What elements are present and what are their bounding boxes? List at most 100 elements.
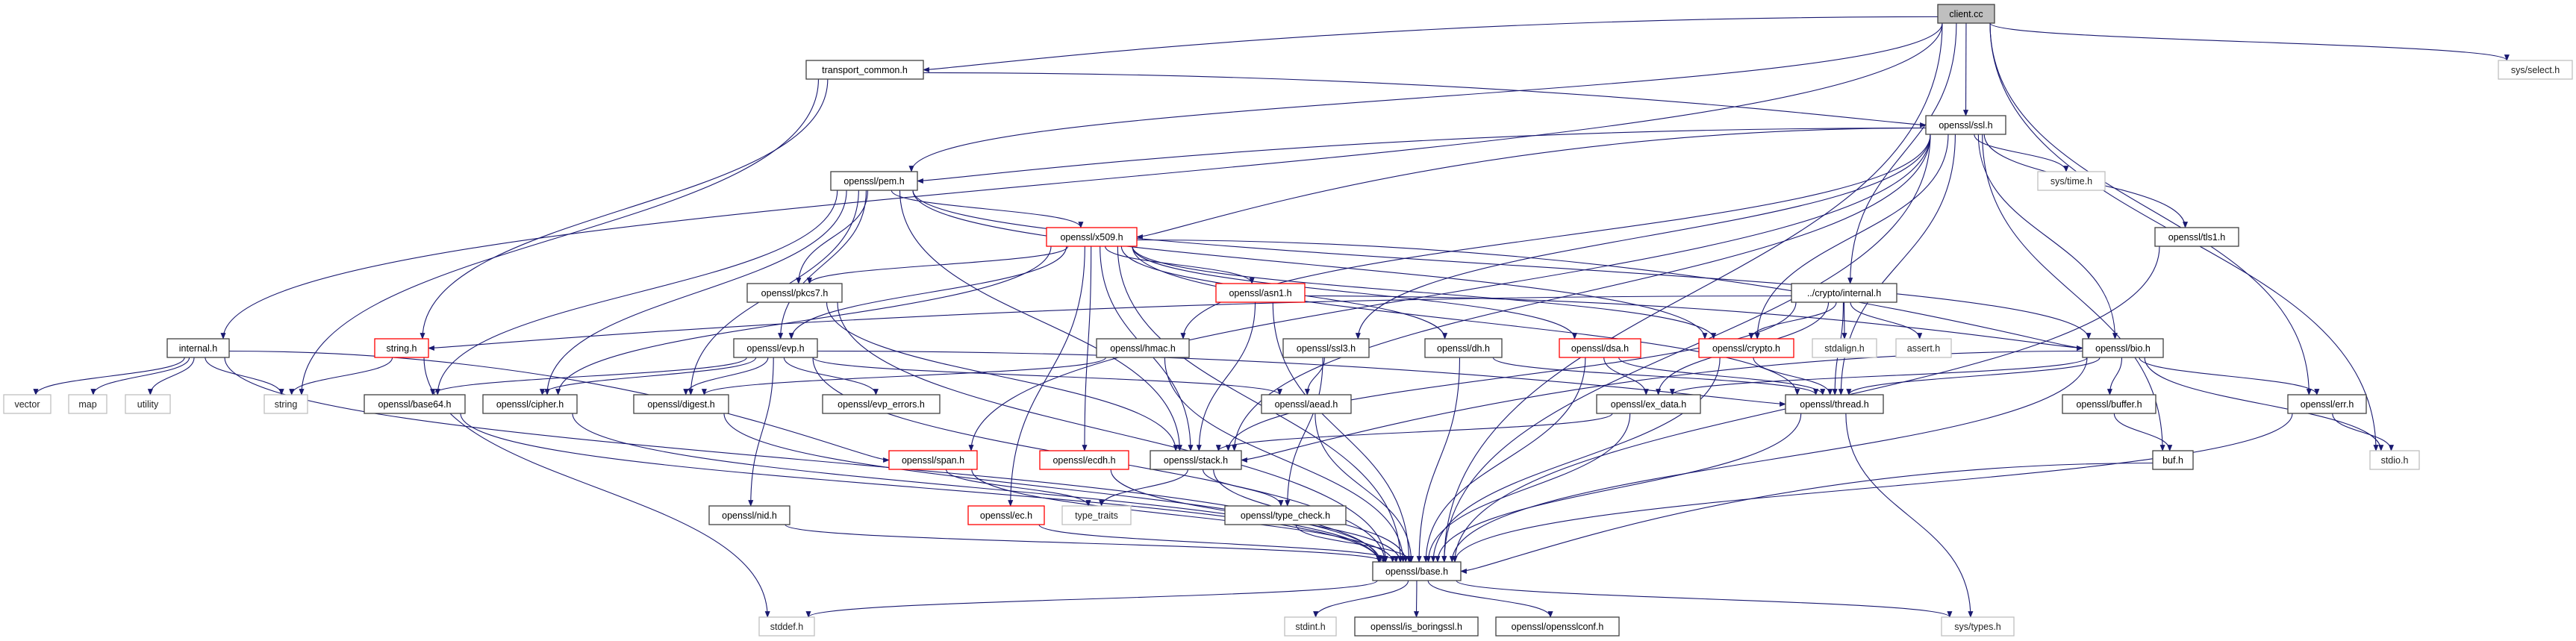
- node-dh[interactable]: openssl/dh.h: [1424, 338, 1503, 358]
- node-base64[interactable]: openssl/base64.h: [364, 394, 466, 414]
- edge-client-to-err: [1989, 22, 2312, 395]
- node-client[interactable]: client.cc: [1937, 4, 1995, 24]
- node-internal[interactable]: internal.h: [166, 338, 230, 358]
- edge-ssl-to-time: [1974, 134, 2069, 172]
- node-thread[interactable]: openssl/thread.h: [1785, 394, 1884, 414]
- edge-client-to-transport: [923, 16, 1939, 73]
- node-ec[interactable]: openssl/ec.h: [967, 505, 1045, 525]
- node-digest[interactable]: openssl/digest.h: [633, 394, 729, 414]
- node-span[interactable]: openssl/span.h: [888, 450, 978, 470]
- edge-dh-to-thread: [1492, 357, 1819, 395]
- node-isboring[interactable]: openssl/is_boringssl.h: [1354, 616, 1479, 637]
- node-label: vector: [14, 399, 40, 410]
- edge-bio-to-buffer: [2106, 357, 2123, 395]
- edge-digest-to-base: [723, 413, 1383, 563]
- node-label: client.cc: [1949, 9, 1983, 19]
- edge-cinternal-to-assert: [1850, 301, 1923, 340]
- edge-thread-to-base: [1435, 413, 1802, 563]
- node-label: openssl/ecdh.h: [1052, 455, 1115, 466]
- node-crypto[interactable]: openssl/crypto.h: [1698, 338, 1794, 358]
- edge-evp-to-nid: [748, 357, 774, 507]
- node-asn1[interactable]: openssl/asn1.h: [1215, 283, 1306, 303]
- node-time: sys/time.h: [2037, 171, 2106, 191]
- node-label: openssl/dsa.h: [1571, 343, 1629, 354]
- node-box: [2062, 394, 2156, 414]
- edge-internal-to-string: [205, 357, 284, 395]
- node-ssl[interactable]: openssl/ssl.h: [1925, 115, 2006, 135]
- edge-buf-to-base: [1460, 462, 2154, 574]
- node-box: [830, 171, 918, 191]
- edge-ssl-to-hmac: [1180, 134, 1931, 340]
- node-x509[interactable]: openssl/x509.h: [1046, 227, 1138, 247]
- node-pem[interactable]: openssl/pem.h: [830, 171, 918, 191]
- edge-dsa-to-exdata: [1603, 357, 1649, 395]
- edge-client-to-cinternal: [1847, 22, 1957, 284]
- edge-x509-to-ecdh: [1082, 246, 1092, 451]
- node-box: [1698, 338, 1794, 358]
- edge-bio-to-thread: [1846, 357, 2101, 395]
- edge-ssl-to-bio: [1977, 134, 2118, 340]
- node-dsa[interactable]: openssl/dsa.h: [1559, 338, 1641, 358]
- node-buf[interactable]: buf.h: [2152, 450, 2194, 470]
- node-map: map: [68, 394, 107, 414]
- edge-nid-to-base: [785, 524, 1386, 563]
- node-err[interactable]: openssl/err.h: [2287, 394, 2367, 414]
- edge-base-to-stddef: [805, 580, 1378, 618]
- node-box: [758, 616, 815, 637]
- node-box: [1096, 338, 1190, 358]
- node-aead[interactable]: openssl/aead.h: [1261, 394, 1352, 414]
- edge-span-to-base: [971, 469, 1396, 563]
- node-label: buf.h: [2162, 455, 2183, 466]
- edge-pem-to-crypto: [912, 190, 1708, 340]
- node-label: openssl/ssl.h: [1939, 120, 1992, 131]
- node-box: [166, 338, 230, 358]
- edge-x509-to-pkcs7: [806, 246, 1069, 284]
- node-label: sys/time.h: [2050, 176, 2092, 187]
- node-box: [1046, 227, 1138, 247]
- node-tls1[interactable]: openssl/tls1.h: [2154, 227, 2239, 247]
- node-box: [888, 450, 978, 470]
- node-stringh[interactable]: string.h: [374, 338, 429, 358]
- node-box: [3, 394, 52, 414]
- node-base[interactable]: openssl/base.h: [1372, 561, 1462, 581]
- node-stack[interactable]: openssl/stack.h: [1150, 450, 1242, 470]
- node-evperr[interactable]: openssl/evp_errors.h: [822, 394, 941, 414]
- edge-internal-to-vector: [33, 357, 185, 395]
- node-box: [1791, 283, 1897, 303]
- node-bio[interactable]: openssl/bio.h: [2082, 338, 2164, 358]
- node-box: [1224, 505, 1347, 525]
- edge-evp-to-cipher: [540, 357, 757, 395]
- edge-stack-to-typecheck: [1203, 469, 1284, 507]
- node-evp[interactable]: openssl/evp.h: [733, 338, 818, 358]
- edge-hmac-to-base: [1164, 357, 1406, 563]
- edge-pem-to-base64: [434, 190, 838, 395]
- node-transport[interactable]: transport_common.h: [805, 60, 924, 80]
- node-label: openssl/asn1.h: [1229, 288, 1291, 298]
- node-nid[interactable]: openssl/nid.h: [708, 505, 790, 525]
- node-label: openssl/evp.h: [746, 343, 804, 354]
- edge-dsa-to-thread: [1618, 357, 1826, 395]
- node-buffer[interactable]: openssl/buffer.h: [2062, 394, 2156, 414]
- node-label: openssl/x509.h: [1060, 232, 1123, 243]
- node-ecdh[interactable]: openssl/ecdh.h: [1039, 450, 1129, 470]
- edge-ssl3-to-aead: [1304, 357, 1325, 395]
- edge-cinternal-to-stack: [1225, 301, 1797, 451]
- edge-crypto-to-base: [1430, 357, 1721, 563]
- node-conf[interactable]: openssl/opensslconf.h: [1495, 616, 1620, 637]
- node-ssl3[interactable]: openssl/ssl3.h: [1282, 338, 1370, 358]
- node-hmac[interactable]: openssl/hmac.h: [1096, 338, 1190, 358]
- node-label: openssl/buffer.h: [2076, 399, 2142, 410]
- node-pkcs7[interactable]: openssl/pkcs7.h: [746, 283, 843, 303]
- node-label: openssl/aead.h: [1275, 399, 1338, 410]
- node-cinternal[interactable]: ../crypto/internal.h: [1791, 283, 1897, 303]
- node-label: openssl/base64.h: [378, 399, 452, 410]
- edge-internal-to-map: [90, 357, 190, 395]
- node-box: [2287, 394, 2367, 414]
- edge-bio-to-base: [1449, 357, 2088, 563]
- edge-x509-to-cipher: [555, 246, 1052, 395]
- node-label: ../crypto/internal.h: [1807, 288, 1881, 298]
- node-assert: assert.h: [1895, 338, 1952, 358]
- node-typecheck[interactable]: openssl/type_check.h: [1224, 505, 1347, 525]
- node-exdata[interactable]: openssl/ex_data.h: [1596, 394, 1701, 414]
- node-cipher[interactable]: openssl/cipher.h: [482, 394, 578, 414]
